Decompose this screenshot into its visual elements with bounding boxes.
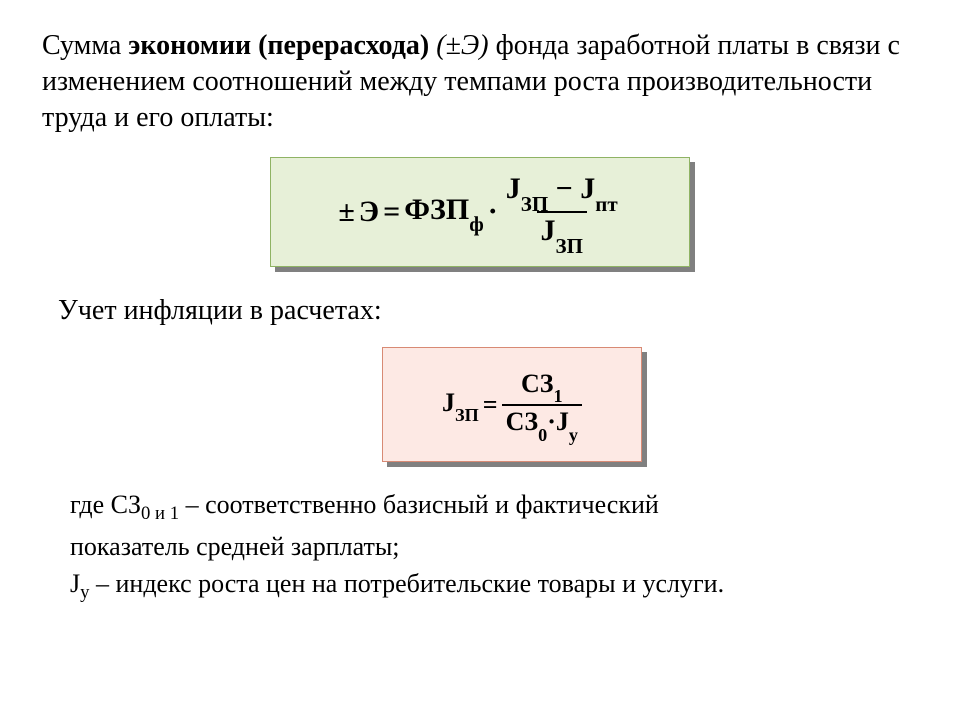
slide: Сумма экономии (перерасхода) (±Э) фонда …: [0, 0, 960, 720]
f1-num: JЗП − Jпт: [502, 173, 622, 211]
formula-box-1-panel: ± Э = ФЗПф · JЗП − Jпт JЗП: [270, 157, 690, 267]
f2-den-b-sub: у: [569, 425, 578, 445]
intro-paragraph: Сумма экономии (перерасхода) (±Э) фонда …: [42, 28, 918, 135]
f2-num: СЗ1: [517, 370, 567, 404]
note-line-2: показатель средней зарплаты;: [70, 528, 918, 566]
formula-2: JЗП = СЗ1 СЗ0·Jу: [442, 370, 582, 441]
f2-eq: =: [483, 390, 498, 420]
intro-t3: (±Э): [436, 30, 488, 61]
f2-dot: ·: [547, 407, 556, 436]
f1-rhs-a-sub: ф: [469, 212, 484, 236]
f2-lhs-sub: ЗП: [455, 405, 479, 425]
formula-box-2: JЗП = СЗ1 СЗ0·Jу: [382, 347, 642, 462]
note-l1b: 0 и 1: [141, 504, 179, 525]
intro-t2: экономии (перерасхода): [128, 30, 436, 61]
f2-lhs: JЗП: [442, 388, 479, 422]
note-l3c: – индекс роста цен на потребительские то…: [89, 569, 724, 598]
note-line-1: где СЗ0 и 1 – соответственно базисный и …: [70, 486, 918, 527]
f2-num-base: СЗ: [521, 369, 554, 398]
f2-den: СЗ0·Jу: [502, 404, 582, 440]
f2-den-b: J: [556, 407, 569, 436]
f1-den-a: J: [541, 214, 556, 247]
f1-rhs-a: ФЗПф: [404, 193, 483, 232]
f1-num-b-sub: пт: [595, 192, 617, 216]
intro-t1: Сумма: [42, 30, 128, 61]
f2-frac: СЗ1 СЗ0·Jу: [502, 370, 582, 441]
mid-paragraph: Учет инфляции в расчетах:: [58, 293, 918, 329]
note-l3a: J: [70, 569, 80, 598]
formula-box-1: ± Э = ФЗПф · JЗП − Jпт JЗП: [270, 157, 690, 267]
note-line-3: Jу – индекс роста цен на потребительские…: [70, 565, 918, 606]
f2-lhs-base: J: [442, 388, 455, 417]
f1-num-a: J: [506, 172, 521, 205]
f1-den-a-sub: ЗП: [556, 234, 583, 258]
f1-num-b: J: [580, 172, 595, 205]
f1-pm: ±: [338, 195, 354, 229]
note-block: где СЗ0 и 1 – соответственно базисный и …: [70, 486, 918, 606]
f1-frac: JЗП − Jпт JЗП: [502, 173, 622, 251]
formula-1: ± Э = ФЗПф · JЗП − Jпт JЗП: [338, 173, 621, 251]
f2-den-a: СЗ: [506, 407, 539, 436]
f1-num-a-sub: ЗП: [521, 192, 548, 216]
f1-eq: =: [383, 195, 400, 229]
f2-num-sub: 1: [553, 386, 562, 406]
note-l1c: – соответственно базисный и фактический: [179, 490, 659, 519]
f1-minus: −: [556, 172, 573, 205]
f1-lhs: Э: [359, 195, 379, 229]
f1-den: JЗП: [537, 211, 587, 251]
note-l1a: где СЗ: [70, 490, 141, 519]
formula-box-2-panel: JЗП = СЗ1 СЗ0·Jу: [382, 347, 642, 462]
f1-rhs-a-base: ФЗП: [404, 193, 469, 226]
f2-den-a-sub: 0: [538, 425, 547, 445]
f1-dot: ·: [488, 195, 498, 229]
